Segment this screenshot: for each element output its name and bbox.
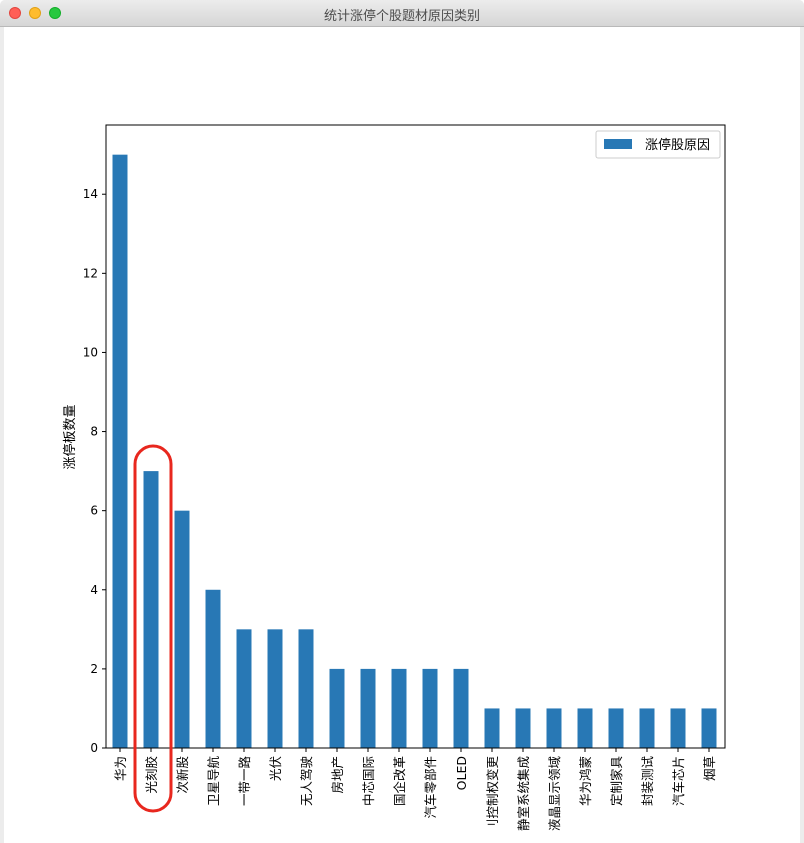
bar-11 xyxy=(422,668,438,748)
y-tick-label: 10 xyxy=(83,345,98,359)
bar-5 xyxy=(236,629,252,748)
x-tick-label: 国企改革 xyxy=(392,756,407,806)
legend: 涨停股原因 xyxy=(595,130,721,159)
x-tick-label: 汽车零部件 xyxy=(423,756,438,819)
x-tick-label: 刂控制权变更 xyxy=(485,756,500,832)
x-tick-label: 汽车芯片 xyxy=(671,756,686,806)
y-tick-label: 8 xyxy=(90,425,98,439)
bar-7 xyxy=(298,629,314,748)
y-tick-label: 12 xyxy=(83,266,98,280)
bar-1 xyxy=(112,154,128,749)
x-tick-label: 光刻胶 xyxy=(144,756,159,794)
highlight-annotation xyxy=(133,444,173,813)
bar-6 xyxy=(267,629,283,748)
x-tick-label: 封装测试 xyxy=(640,756,655,807)
legend-box xyxy=(595,130,721,159)
minimize-window-button[interactable] xyxy=(29,7,41,19)
y-tick-label: 0 xyxy=(90,741,98,755)
x-tick-label: 华为鸿蒙 xyxy=(578,756,593,806)
bar-10 xyxy=(391,668,407,748)
bar-8 xyxy=(329,668,345,748)
x-tick-label: 定制家具 xyxy=(609,756,624,807)
bar-chart: 0 2 4 6 8 10 12 14 华为 光刻胶 次新股 卫星导航 一带一路 光伏 无人驾驶 房地产 中芯国… xyxy=(62,124,726,831)
x-tick-label: 液晶显示领域 xyxy=(547,756,562,831)
x-tick-label: 无人驾驶 xyxy=(299,756,314,807)
legend-swatch xyxy=(604,139,632,149)
y-tick-label: 2 xyxy=(90,662,98,676)
bar-17 xyxy=(608,708,624,748)
x-tick-label: 次新股 xyxy=(175,756,190,794)
bar-2 xyxy=(143,471,159,748)
bar-12 xyxy=(453,668,469,748)
bar-14 xyxy=(515,708,531,748)
bars-layer xyxy=(112,154,717,749)
x-tick-label: 房地产 xyxy=(330,756,345,794)
bar-19 xyxy=(670,708,686,748)
axes-frame xyxy=(105,124,726,749)
x-axis: 华为 光刻胶 次新股 卫星导航 一带一路 光伏 无人驾驶 房地产 中芯国际 国企改革 汽车零部件 OL… xyxy=(113,748,717,831)
zoom-window-button[interactable] xyxy=(49,7,61,19)
figure-canvas: 0 2 4 6 8 10 12 14 华为 光刻胶 次新股 卫星导航 一带一路 光伏 无人驾驶 房地产 中芯国… xyxy=(4,27,800,843)
bar-16 xyxy=(577,708,593,748)
bar-4 xyxy=(205,589,221,748)
y-tick-label: 14 xyxy=(83,187,98,201)
bar-15 xyxy=(546,708,562,748)
bar-20 xyxy=(701,708,717,748)
x-tick-label: 烟草 xyxy=(702,756,717,781)
bar-9 xyxy=(360,668,376,748)
x-tick-label: 光伏 xyxy=(268,756,283,782)
x-tick-label: OLED xyxy=(454,756,469,790)
y-tick-label: 4 xyxy=(90,583,98,597)
y-axis-label: 涨停板数量 xyxy=(62,404,78,469)
bar-3 xyxy=(174,510,190,748)
bar-13 xyxy=(484,708,500,748)
y-tick-label: 6 xyxy=(90,504,98,518)
bar-18 xyxy=(639,708,655,748)
window-title: 统计涨停个股题材原因类别 xyxy=(323,9,480,24)
close-window-button[interactable] xyxy=(9,7,21,19)
y-axis: 0 2 4 6 8 10 12 14 xyxy=(83,187,106,755)
x-tick-label: 静室系统集成 xyxy=(516,756,531,831)
legend-label: 涨停股原因 xyxy=(645,137,710,153)
title-bar: 统计涨停个股题材原因类别 xyxy=(0,0,804,27)
x-tick-label: 中芯国际 xyxy=(361,756,376,806)
x-tick-label: 一带一路 xyxy=(237,756,252,807)
x-tick-label: 华为 xyxy=(113,756,128,781)
x-tick-label: 卫星导航 xyxy=(206,756,221,807)
